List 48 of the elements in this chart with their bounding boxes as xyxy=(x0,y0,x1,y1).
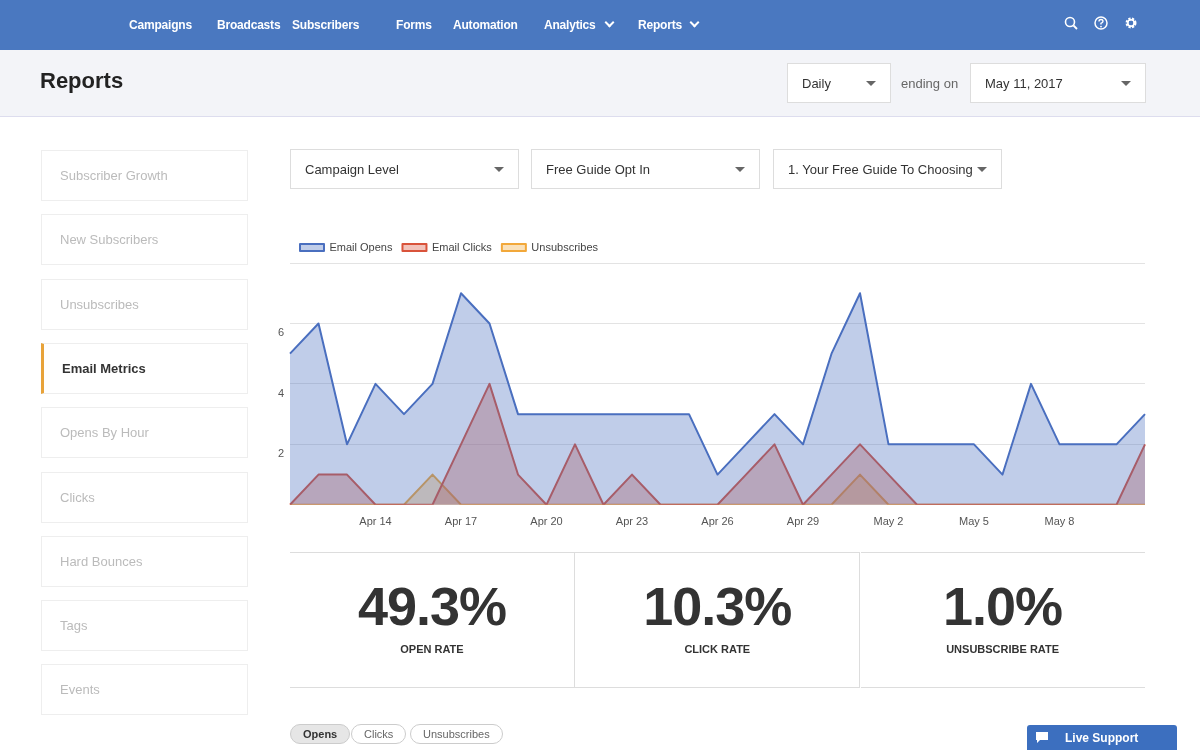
x-tick-label: Apr 23 xyxy=(615,515,649,528)
x-tick-label: Apr 14 xyxy=(359,515,392,528)
text: Daily xyxy=(787,63,891,103)
x-tick-label: May 5 xyxy=(959,515,989,528)
y-tick-label: 4 xyxy=(278,386,285,399)
text: ending on xyxy=(901,76,959,91)
x-tick-label: May 2 xyxy=(873,515,904,528)
text: 1. Your Free Guide To Choosing xyxy=(773,149,1002,189)
text: Unsubscribes xyxy=(41,278,248,330)
x-tick-label: Apr 26 xyxy=(701,515,734,528)
legend-label: Email Opens xyxy=(329,240,393,253)
text: New Subscribers xyxy=(41,214,248,266)
text: Tags xyxy=(41,600,248,652)
text: Subscriber Growth xyxy=(41,150,248,201)
y-tick-label: 6 xyxy=(278,326,285,339)
x-tick-label: May 8 xyxy=(1044,515,1075,528)
text: Live Support xyxy=(1065,731,1139,745)
text: UNSUBSCRIBE RATE xyxy=(945,643,1060,655)
text: Email Metrics xyxy=(41,342,248,394)
text: Clicks xyxy=(41,471,248,523)
text: Reports xyxy=(638,18,682,32)
text: Forms xyxy=(396,18,432,32)
text: May 11, 2017 xyxy=(970,63,1146,103)
text: Subscribers xyxy=(292,18,360,32)
y-tick-label: 2 xyxy=(278,447,285,460)
x-tick-label: Apr 29 xyxy=(786,515,820,528)
text: Opens By Hour xyxy=(41,407,248,459)
text: Events xyxy=(41,664,248,716)
legend-label: Unsubscribes xyxy=(531,240,599,253)
text: 1.0% xyxy=(942,575,1064,637)
text: Unsubscribes xyxy=(410,724,503,744)
text: 49.3% xyxy=(356,575,508,637)
text: OPEN RATE xyxy=(399,643,465,655)
text: CLICK RATE xyxy=(683,643,752,655)
text: Free Guide Opt In xyxy=(531,149,760,189)
text: 10.3% xyxy=(642,575,793,637)
text: Reports xyxy=(40,68,124,94)
text: Campaign Level xyxy=(290,149,519,189)
legend-label: Email Clicks xyxy=(431,240,493,253)
text: Automation xyxy=(453,18,518,32)
text: Opens xyxy=(290,724,351,744)
text: Broadcasts xyxy=(217,18,281,32)
text: Analytics xyxy=(544,18,596,32)
x-tick-label: Apr 17 xyxy=(444,515,478,528)
text: Clicks xyxy=(351,724,407,744)
text: Campaigns xyxy=(129,18,192,32)
text: Hard Bounces xyxy=(41,535,248,587)
x-tick-label: Apr 20 xyxy=(530,515,563,528)
